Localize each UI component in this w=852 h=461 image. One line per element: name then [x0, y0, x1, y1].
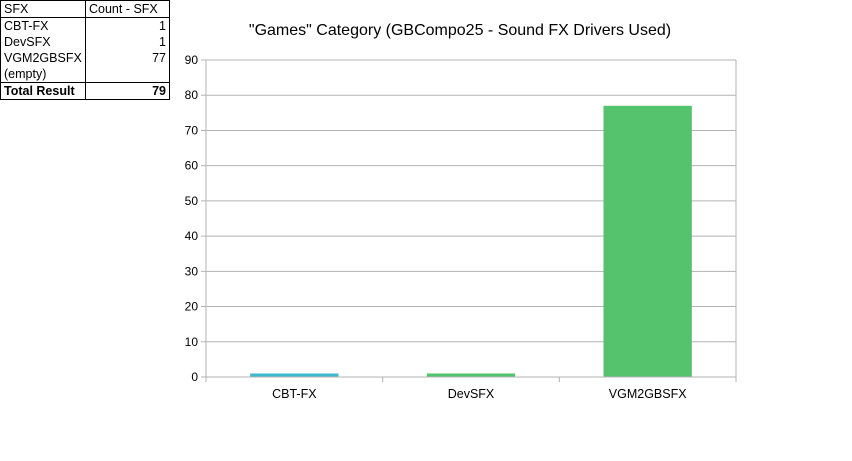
y-tick-label: 10: [185, 335, 199, 349]
y-tick-label: 20: [185, 300, 199, 314]
pivot-total-value[interactable]: 79: [85, 82, 170, 100]
x-tick-label: VGM2GBSFX: [609, 387, 687, 401]
y-tick-label: 30: [185, 264, 199, 278]
pivot-row: DevSFX 1: [0, 34, 170, 50]
pivot-row: (empty): [0, 66, 170, 83]
bar: [250, 373, 339, 377]
y-tick-label: 0: [191, 370, 198, 384]
pivot-row: CBT-FX 1: [0, 17, 170, 34]
pivot-header-row: SFX Count - SFX: [0, 0, 170, 18]
pivot-table: SFX Count - SFX CBT-FX 1 DevSFX 1 VGM2GB…: [0, 0, 170, 100]
x-tick-label: DevSFX: [448, 387, 495, 401]
x-tick-label: CBT-FX: [272, 387, 317, 401]
pivot-row-value[interactable]: 77: [85, 50, 170, 66]
chart-axes: [205, 60, 737, 382]
chart-bars: [250, 105, 692, 378]
bar: [603, 105, 692, 378]
pivot-row-label[interactable]: VGM2GBSFX: [0, 50, 86, 66]
pivot-row-label[interactable]: (empty): [0, 66, 86, 83]
pivot-row-label[interactable]: DevSFX: [0, 34, 86, 50]
x-axis-ticks: CBT-FX DevSFX VGM2GBSFX: [272, 387, 687, 401]
pivot-header-sfx[interactable]: SFX: [0, 0, 86, 18]
y-tick-label: 80: [185, 88, 199, 102]
y-tick-label: 60: [185, 159, 199, 173]
chart-title: "Games" Category (GBCompo25 - Sound FX D…: [249, 22, 671, 39]
y-tick-label: 70: [185, 123, 199, 137]
pivot-row-value[interactable]: 1: [85, 17, 170, 34]
bar: [426, 373, 516, 377]
y-tick-label: 90: [185, 53, 199, 67]
y-tick-label: 50: [185, 194, 199, 208]
pivot-total-row: Total Result 79: [0, 82, 170, 100]
pivot-row-value[interactable]: [85, 66, 170, 83]
pivot-total-label[interactable]: Total Result: [0, 82, 86, 100]
pivot-header-count[interactable]: Count - SFX: [85, 0, 170, 18]
y-tick-label: 40: [185, 229, 199, 243]
pivot-row-value[interactable]: 1: [85, 34, 170, 50]
pivot-row-label[interactable]: CBT-FX: [0, 17, 86, 34]
y-axis-ticks: 0 10 20 30 40 50 60 70 80 90: [185, 53, 206, 384]
pivot-row: VGM2GBSFX 77: [0, 50, 170, 66]
